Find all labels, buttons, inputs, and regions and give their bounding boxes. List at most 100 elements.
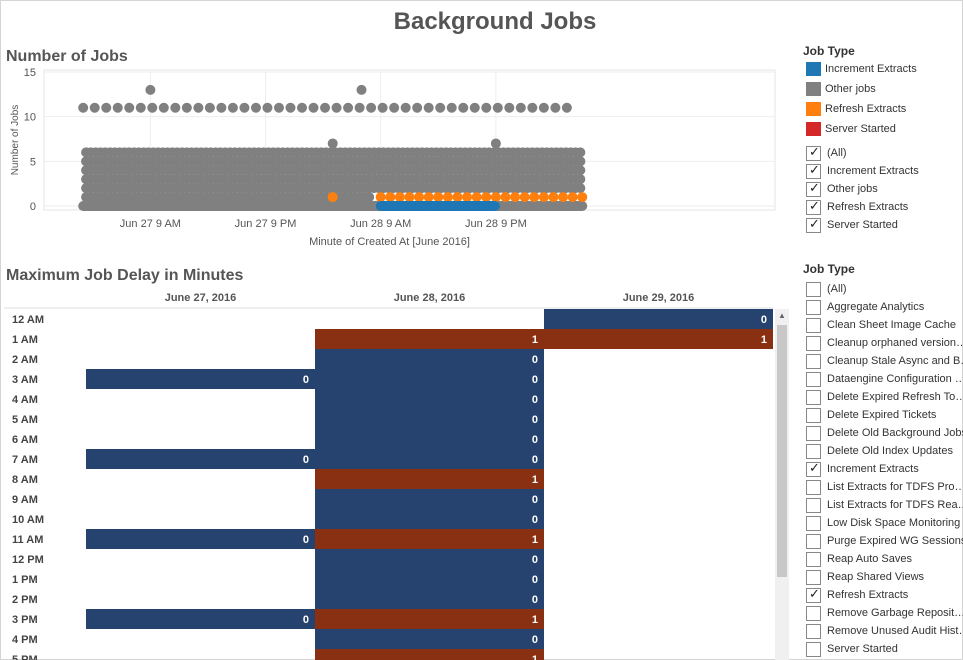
checkbox[interactable] (806, 336, 821, 351)
scatter-point[interactable] (558, 192, 569, 203)
checkbox[interactable] (806, 480, 821, 495)
scatter-point[interactable] (442, 192, 453, 203)
scatter-point[interactable] (550, 102, 561, 113)
scatter-point[interactable] (490, 138, 501, 149)
heatmap-cell[interactable] (315, 629, 544, 649)
heatmap-cell[interactable] (315, 329, 544, 349)
scatter-point[interactable] (404, 192, 415, 203)
scatter-point[interactable] (575, 183, 586, 194)
scatter-point[interactable] (394, 192, 405, 203)
heatmap-cell[interactable] (86, 449, 315, 469)
heatmap-cell[interactable] (315, 389, 544, 409)
scatter-point[interactable] (561, 102, 572, 113)
scatter-point[interactable] (262, 102, 273, 113)
scrollbar-thumb[interactable] (777, 325, 787, 577)
checkbox[interactable]: ✓ (806, 144, 821, 161)
checkbox[interactable]: ✓ (806, 180, 821, 197)
heatmap-cell[interactable] (315, 489, 544, 509)
checkbox[interactable] (806, 516, 821, 531)
checkbox[interactable] (806, 570, 821, 585)
heatmap-scrollbar[interactable]: ▲ (775, 309, 789, 660)
scatter-point[interactable] (577, 201, 588, 211)
scatter-point[interactable] (527, 102, 538, 113)
heatmap-cell[interactable] (544, 309, 773, 329)
scatter-point[interactable] (78, 102, 89, 113)
scatter-point[interactable] (529, 192, 540, 203)
heatmap-cell[interactable] (315, 529, 544, 549)
heatmap-cell[interactable] (315, 349, 544, 369)
scatter-point[interactable] (458, 102, 469, 113)
scatter-point[interactable] (124, 102, 135, 113)
scatter-point[interactable] (181, 102, 192, 113)
scatter-point[interactable] (216, 102, 227, 113)
checkbox[interactable] (806, 624, 821, 639)
checkbox[interactable] (806, 300, 821, 315)
heatmap-cell[interactable] (315, 549, 544, 569)
scatter-point[interactable] (515, 102, 526, 113)
heatmap-cell[interactable] (315, 469, 544, 489)
scatter-point[interactable] (385, 192, 396, 203)
scatter-point[interactable] (412, 102, 423, 113)
scatter-point[interactable] (575, 156, 586, 167)
scatter-point[interactable] (469, 102, 480, 113)
checkbox[interactable] (806, 552, 821, 567)
scatter-point[interactable] (343, 102, 354, 113)
heatmap-cell[interactable] (315, 569, 544, 589)
checkbox[interactable]: ✓ (806, 216, 821, 233)
heatmap-cell[interactable] (315, 609, 544, 629)
scatter-point[interactable] (400, 102, 411, 113)
scatter-point[interactable] (193, 102, 204, 113)
scatter-point[interactable] (452, 192, 463, 203)
heatmap-cell[interactable] (315, 369, 544, 389)
scatter-point[interactable] (423, 102, 434, 113)
checkbox[interactable]: ✓ (806, 460, 821, 477)
checkbox[interactable] (806, 498, 821, 513)
checkbox[interactable]: ✓ (806, 162, 821, 179)
scatter-point[interactable] (435, 102, 446, 113)
scatter-point[interactable] (327, 138, 338, 149)
scatter-point[interactable] (250, 102, 261, 113)
scatter-point[interactable] (462, 192, 473, 203)
checkbox[interactable] (806, 408, 821, 423)
heatmap-cell[interactable] (315, 649, 544, 660)
scatter-point[interactable] (446, 102, 457, 113)
scatter-point[interactable] (112, 102, 123, 113)
scatter-point[interactable] (575, 147, 586, 158)
scatter-point[interactable] (481, 192, 492, 203)
scatter-point[interactable] (364, 192, 375, 203)
scatter-point[interactable] (170, 102, 181, 113)
heatmap-chart[interactable]: June 27, 2016 June 28, 2016 June 29, 2016 1… (0, 287, 775, 660)
scatter-point[interactable] (308, 102, 319, 113)
scatter-point[interactable] (414, 192, 425, 203)
heatmap-cell[interactable] (86, 609, 315, 629)
scatter-point[interactable] (377, 102, 388, 113)
checkbox[interactable] (806, 426, 821, 441)
scatter-point[interactable] (481, 102, 492, 113)
scatter-point[interactable] (538, 192, 549, 203)
checkbox[interactable] (806, 642, 821, 657)
scatter-point[interactable] (500, 192, 511, 203)
scatter-point[interactable] (504, 102, 515, 113)
heatmap-cell[interactable] (544, 329, 773, 349)
scatter-chart[interactable]: 0 5 10 15 Jun 27 9 AM Jun 27 9 PM Jun 28 9 AM J… (0, 66, 780, 256)
scatter-point[interactable] (320, 102, 331, 113)
scatter-point[interactable] (204, 102, 215, 113)
checkbox[interactable]: ✓ (806, 198, 821, 215)
scatter-point[interactable] (227, 102, 238, 113)
checkbox[interactable] (806, 606, 821, 621)
scatter-point[interactable] (538, 102, 549, 113)
scatter-point[interactable] (492, 102, 503, 113)
checkbox[interactable] (806, 444, 821, 459)
scatter-point[interactable] (101, 102, 112, 113)
checkbox[interactable] (806, 372, 821, 387)
scatter-point[interactable] (89, 102, 100, 113)
scatter-point[interactable] (356, 84, 367, 95)
scatter-point[interactable] (471, 192, 482, 203)
scatter-point[interactable] (433, 192, 444, 203)
heatmap-cell[interactable] (315, 429, 544, 449)
scatter-point[interactable] (389, 102, 400, 113)
scatter-point[interactable] (285, 102, 296, 113)
scatter-point[interactable] (548, 192, 559, 203)
scatter-point[interactable] (366, 102, 377, 113)
scatter-point[interactable] (375, 192, 386, 203)
